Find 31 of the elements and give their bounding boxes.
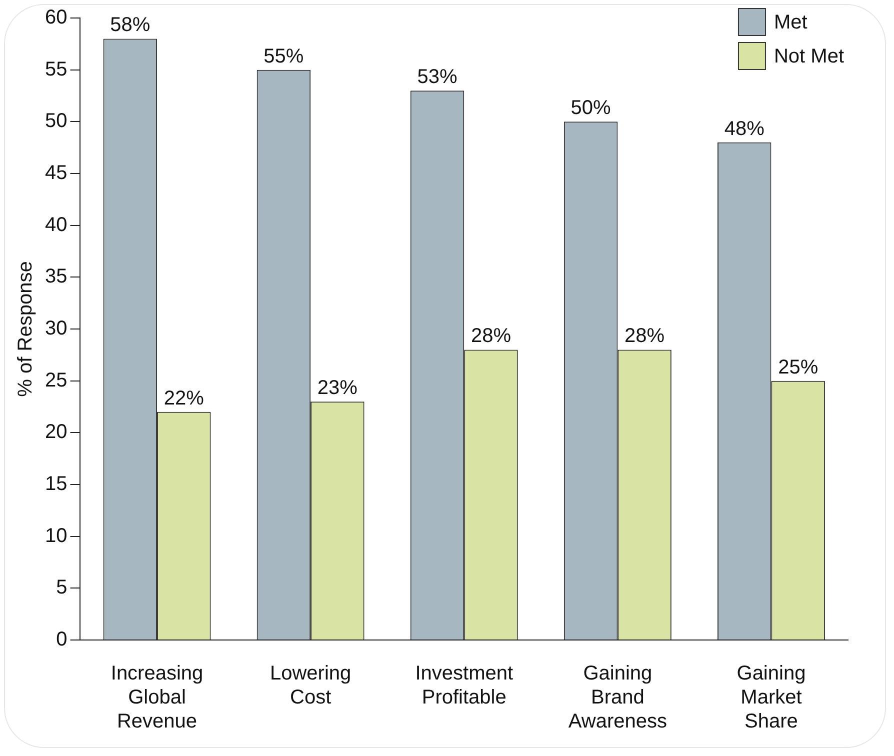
data-label: 55% bbox=[264, 45, 304, 68]
y-tick-label: 10 bbox=[44, 524, 68, 547]
data-label: 28% bbox=[624, 325, 665, 348]
legend-label: Met bbox=[774, 12, 808, 34]
data-label: 50% bbox=[570, 97, 612, 120]
x-tick-label: Gaining Market Share bbox=[736, 662, 806, 733]
legend-label: Not Met bbox=[774, 46, 844, 68]
data-label: 28% bbox=[470, 325, 512, 348]
y-tick-label: 50 bbox=[44, 110, 68, 132]
y-tick-label: 60 bbox=[44, 6, 68, 29]
y-tick-label: 20 bbox=[44, 421, 68, 444]
data-label: 48% bbox=[724, 118, 765, 140]
y-tick-label: 15 bbox=[44, 473, 68, 496]
y-tick-label: 0 bbox=[56, 628, 68, 651]
y-tick-label: 5 bbox=[56, 576, 68, 599]
x-tick-label: Lowering Cost bbox=[270, 662, 352, 709]
data-label: 23% bbox=[317, 377, 358, 400]
data-label: 58% bbox=[110, 14, 150, 36]
x-tick-label: Gaining Brand Awareness bbox=[568, 662, 667, 733]
y-tick-label: 30 bbox=[44, 318, 68, 340]
data-label: 22% bbox=[164, 387, 204, 410]
x-tick-label: Investment Profitable bbox=[415, 662, 514, 709]
data-label: 53% bbox=[417, 66, 458, 88]
data-label: 25% bbox=[778, 356, 818, 378]
y-tick-label: 45 bbox=[44, 162, 68, 184]
y-tick-label: 55 bbox=[44, 58, 68, 80]
y-tick-label: 35 bbox=[44, 266, 68, 288]
y-tick-label: 25 bbox=[44, 369, 68, 392]
y-tick-label: 40 bbox=[44, 214, 68, 236]
y-axis-title: % of Response bbox=[14, 261, 37, 397]
x-tick-label: Increasing Global Revenue bbox=[110, 662, 204, 733]
